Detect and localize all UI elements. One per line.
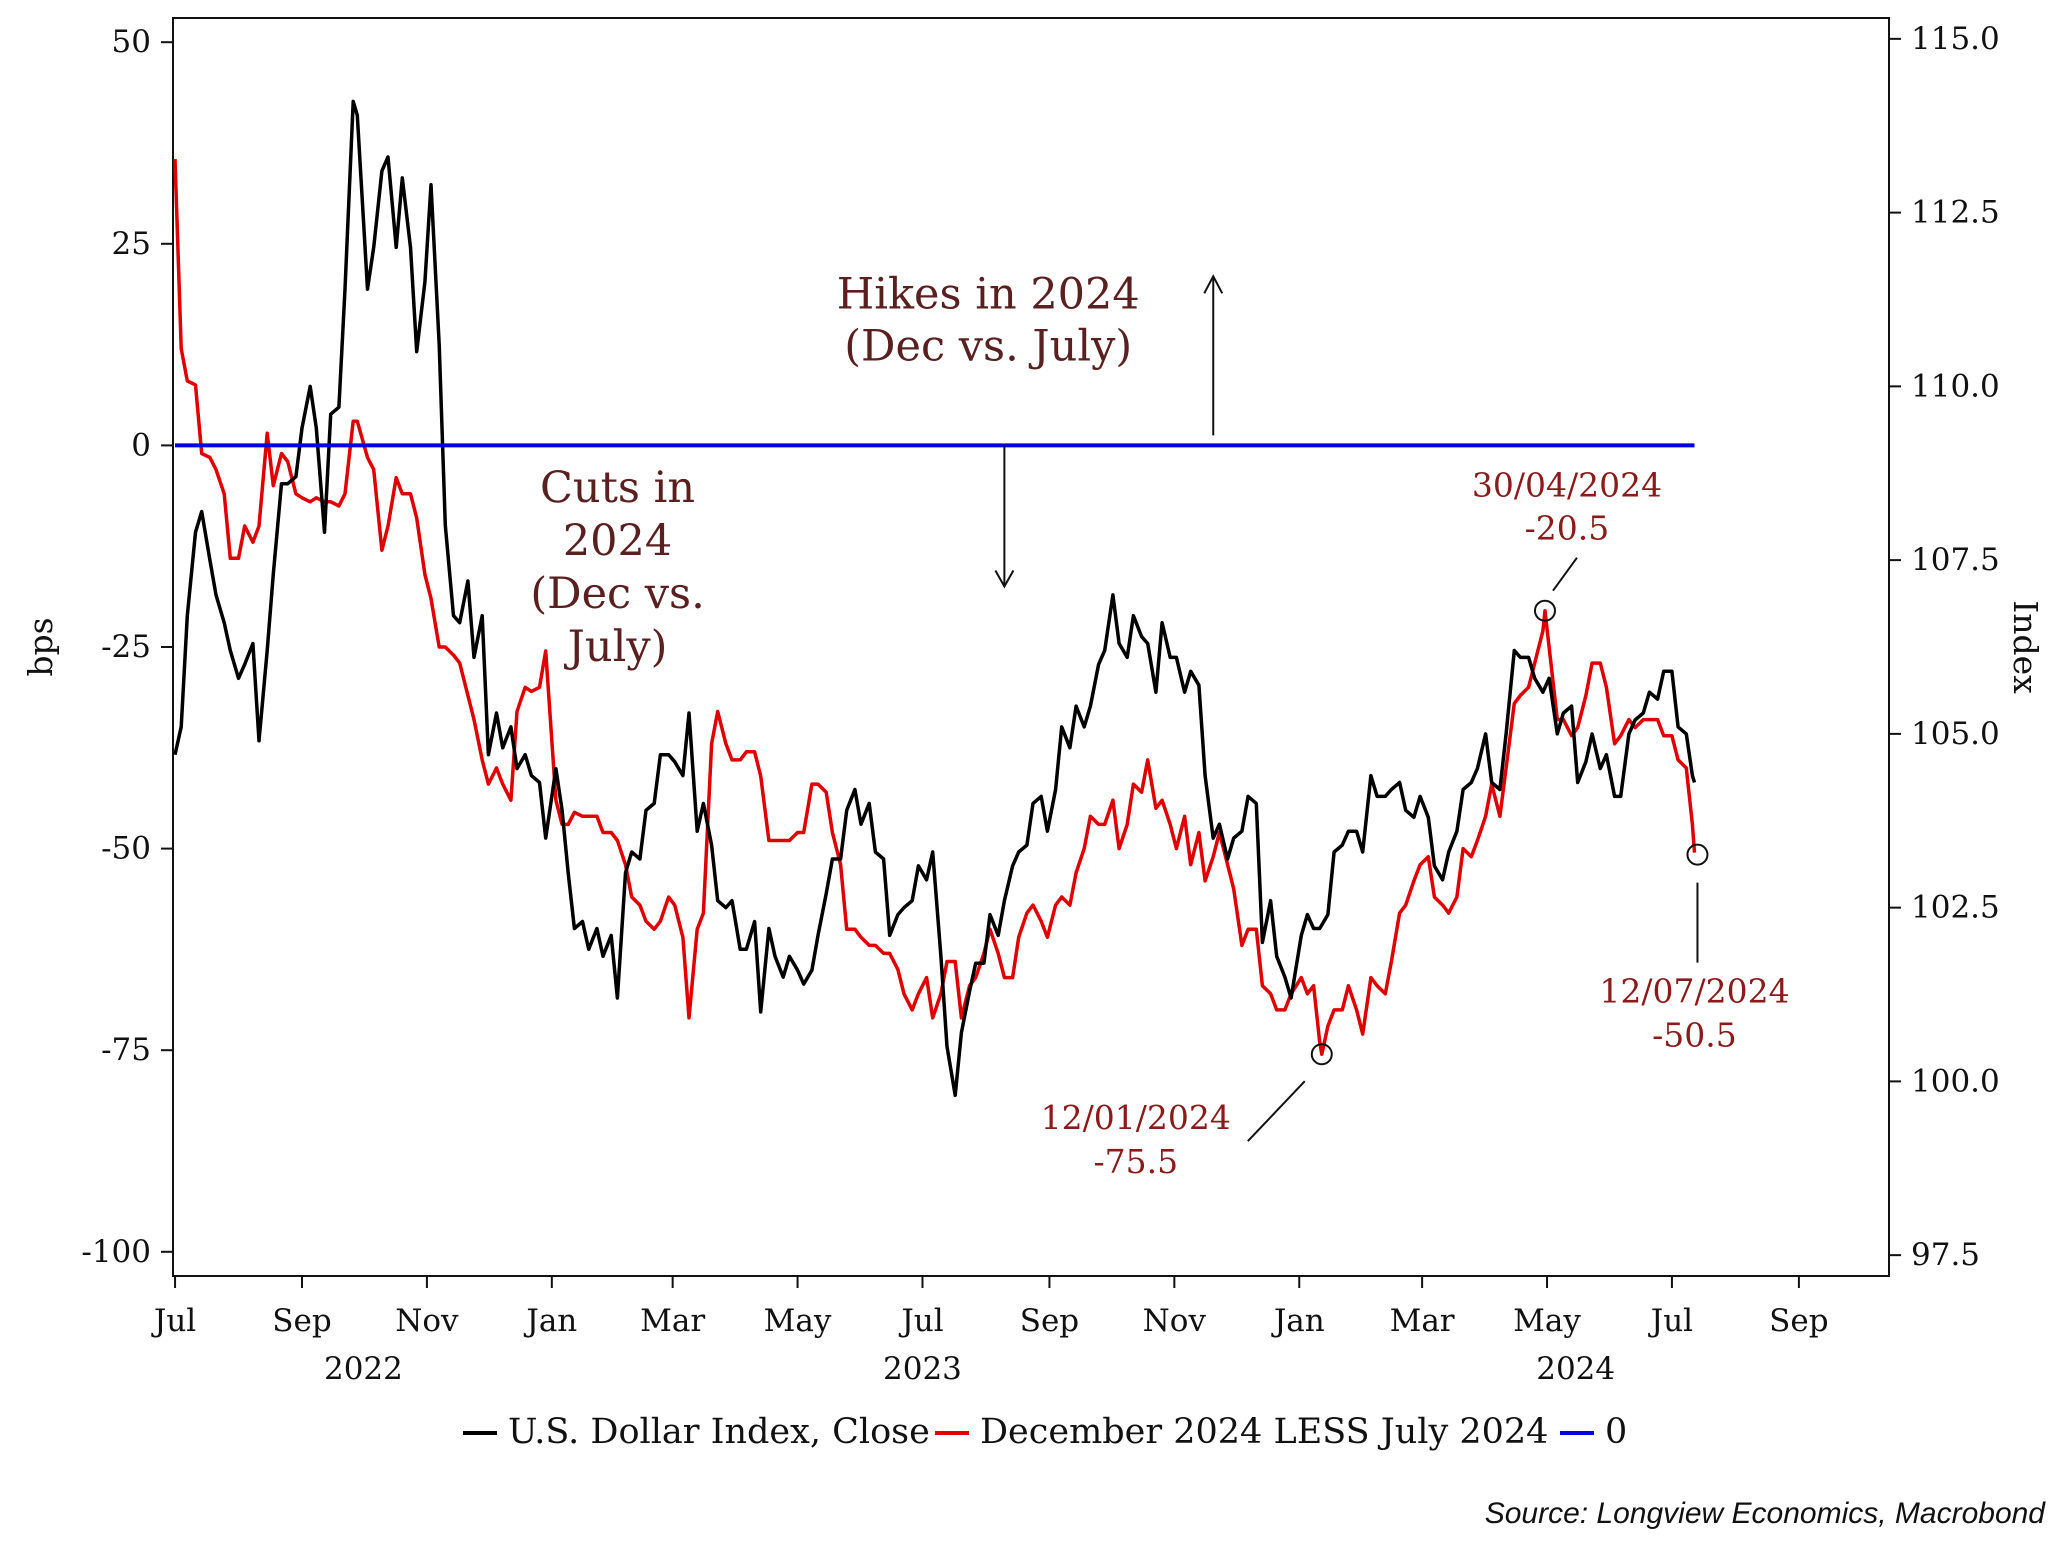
- right-axis: 115.0 112.5 110.0 107.5 105.0 102.5 100.0 97.5: [1889, 21, 2000, 1273]
- x-year-label: 2024: [1536, 1351, 1615, 1387]
- source-note: Source: Longview Economics, Macrobond: [1485, 1497, 2047, 1530]
- right-tick-label: 112.5: [1911, 195, 2000, 231]
- right-tick-label: 100.0: [1911, 1063, 2000, 1099]
- left-axis: 50 25 0 -25 -50 -75 -100: [81, 24, 173, 1270]
- x-tick-label: Sep: [1020, 1303, 1079, 1339]
- left-axis-title: bps: [21, 617, 60, 676]
- annotation-layer: Hikes in 2024(Dec vs. July)Cuts in2024(D…: [530, 269, 1224, 672]
- x-tick-label: Mar: [640, 1303, 705, 1339]
- highlight-marker: [1686, 843, 1709, 866]
- left-tick-label: 25: [112, 226, 151, 262]
- x-axis: Jul Sep Nov Jan Mar May Jul Sep Nov Jan Mar May Jul S…: [151, 1276, 1829, 1387]
- cuts-annotation-text: July): [564, 622, 668, 672]
- up-arrowhead-icon: [1203, 274, 1224, 294]
- cuts-annotation-text: Cuts in: [540, 463, 695, 513]
- highlight-marker: [1310, 1043, 1333, 1066]
- hikes-annotation-text: (Dec vs. July): [844, 321, 1132, 371]
- right-tick-label: 102.5: [1911, 890, 2000, 926]
- right-tick-label: 107.5: [1911, 542, 2000, 578]
- x-year-label: 2022: [324, 1351, 403, 1387]
- left-tick-label: -75: [101, 1032, 151, 1068]
- down-arrowhead-icon: [994, 570, 1015, 589]
- x-tick-label: May: [764, 1303, 832, 1339]
- x-tick-label: Mar: [1390, 1303, 1455, 1339]
- left-tick-label: -100: [81, 1234, 151, 1270]
- left-tick-label: 50: [112, 24, 151, 60]
- x-year-label: 2023: [883, 1351, 962, 1387]
- x-tick-label: Jul: [151, 1303, 196, 1339]
- series-layer: [173, 99, 1697, 1098]
- x-tick-label: May: [1513, 1303, 1581, 1339]
- highlight-label: -50.5: [1652, 1016, 1737, 1055]
- x-tick-label: Jul: [898, 1303, 943, 1339]
- right-tick-label: 105.0: [1911, 716, 2000, 752]
- left-tick-label: -50: [101, 831, 151, 867]
- left-tick-label: -25: [101, 629, 151, 665]
- right-tick-label: 110.0: [1911, 368, 2000, 404]
- x-tick-label: Nov: [1143, 1303, 1207, 1339]
- highlight-label: 30/04/2024: [1472, 466, 1662, 505]
- legend: U.S. Dollar Index, Close December 2024 LE…: [463, 1412, 1627, 1452]
- hikes-annotation-text: Hikes in 2024: [837, 269, 1140, 319]
- legend-label: U.S. Dollar Index, Close: [508, 1412, 930, 1452]
- legend-label: 0: [1605, 1412, 1627, 1452]
- x-tick-label: Nov: [395, 1303, 459, 1339]
- left-tick-label: 0: [131, 427, 151, 463]
- x-tick-label: Jan: [1271, 1303, 1325, 1339]
- cuts-annotation-text: 2024: [563, 516, 672, 566]
- cuts-annotation-text: (Dec vs.: [530, 569, 704, 619]
- highlight-marker: [1533, 599, 1556, 622]
- highlight-label: -20.5: [1525, 509, 1610, 548]
- leader-line: [1552, 557, 1578, 592]
- highlight-label: 12/07/2024: [1599, 972, 1789, 1011]
- highlight-label: -75.5: [1093, 1142, 1178, 1181]
- right-tick-label: 115.0: [1911, 21, 2000, 57]
- x-tick-label: Jan: [523, 1303, 577, 1339]
- legend-label: December 2024 LESS July 2024: [980, 1412, 1548, 1452]
- x-tick-label: Sep: [272, 1303, 331, 1339]
- right-axis-title: Index: [2006, 600, 2045, 694]
- right-tick-label: 97.5: [1911, 1237, 1980, 1273]
- highlight-label: 12/01/2024: [1041, 1098, 1231, 1137]
- x-tick-label: Jul: [1648, 1303, 1693, 1339]
- highlight-layer: 12/01/2024 -75.5 30/04/2024 -20.5 12/07/2024…: [1041, 466, 1790, 1182]
- leader-line: [1247, 1080, 1306, 1142]
- dollar-index-line: [173, 99, 1697, 1098]
- x-tick-label: Sep: [1769, 1303, 1828, 1339]
